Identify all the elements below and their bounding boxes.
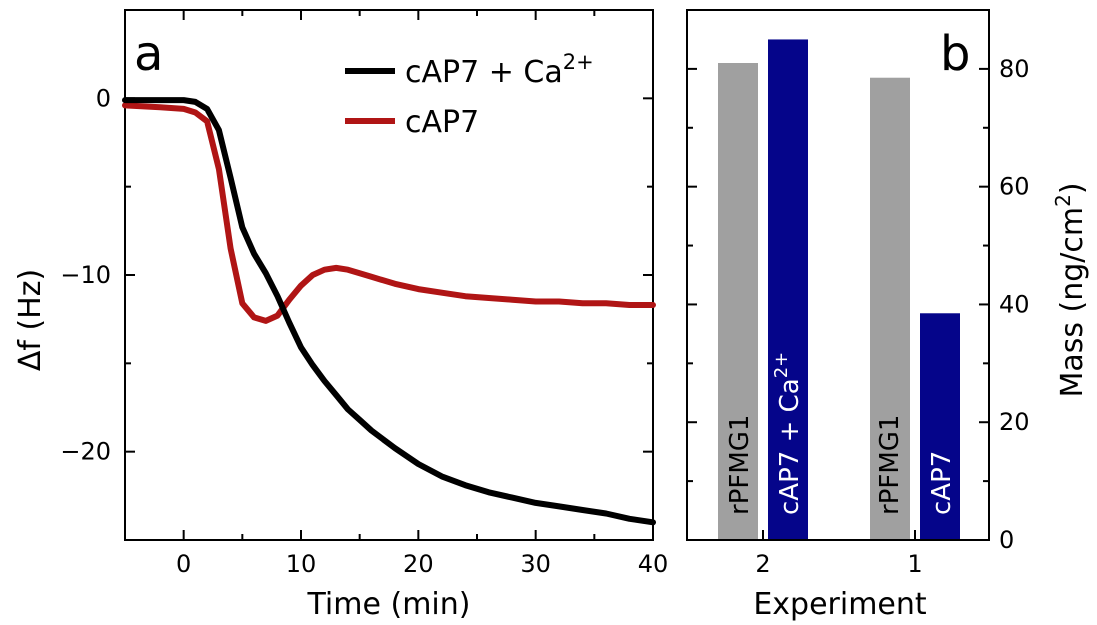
- panel-b-ytick-label: 20: [999, 408, 1030, 436]
- panel-a-ytick-label: −10: [60, 261, 111, 289]
- bar-label-cap7-exp1: cAP7: [927, 451, 957, 515]
- panel-a-legend: cAP7 + Ca2+ cAP7: [345, 50, 594, 140]
- panel-a-series-lines: [122, 97, 656, 526]
- panel-b-ylabel-end: ): [1055, 182, 1090, 194]
- panel-b-bar-chart: 0 20 40 60 80 2 1 b rPFMG1 cAP7 + Ca2+ rPFMG1 …: [686, 9, 1090, 622]
- bar-label-cap7-ca-sup: 2+: [771, 352, 792, 379]
- legend-label-cap7-ca: cAP7 + Ca2+: [405, 50, 594, 90]
- series-line-cap7-ca: [122, 97, 656, 526]
- panel-a-xtick-label: 10: [286, 550, 317, 578]
- panel-b-ytick-label: 0: [999, 526, 1014, 554]
- panel-a-ytick-label: 0: [96, 84, 111, 112]
- bar-label-cap7-ca-exp2: cAP7 + Ca2+: [771, 352, 805, 515]
- panel-b-ytick-label: 60: [999, 173, 1030, 201]
- panel-a-xtick-label: 20: [403, 550, 434, 578]
- bar-rpfmg1-exp1: [870, 77, 910, 540]
- legend-label-cap7: cAP7: [405, 105, 479, 140]
- panel-b-ylabel: Mass (ng/cm2): [1051, 182, 1090, 397]
- panel-b-ytick-label: 80: [999, 55, 1030, 83]
- panel-b-xlabel: Experiment: [753, 587, 927, 622]
- panel-b-bars: [718, 39, 960, 540]
- legend-label-cap7-ca-sup: 2+: [563, 50, 594, 74]
- bar-rpfmg1-exp2: [718, 63, 758, 540]
- panel-a-ylabel: Δf (Hz): [13, 269, 48, 371]
- bar-label-rpfmg1-exp2: rPFMG1: [725, 415, 755, 515]
- panel-b-ylabel-sup: 2: [1051, 194, 1075, 207]
- panel-b-ylabel-main: Mass (ng/cm: [1055, 207, 1090, 398]
- panel-b-ytick-label: 40: [999, 290, 1030, 318]
- bar-label-rpfmg1-exp1: rPFMG1: [875, 415, 905, 515]
- panel-a-xtick-label: 40: [638, 550, 669, 578]
- bar-cap7-exp1: [920, 313, 960, 540]
- panel-a-xtick-label: 30: [520, 550, 551, 578]
- panel-a-ticks: 0 10 20 30 40 0 −10 −20: [60, 9, 669, 578]
- panel-a-xlabel: Time (min): [307, 587, 471, 622]
- panel-b-plot-frame: [686, 9, 990, 541]
- panel-a-line-chart: 0 10 20 30 40 0 −10 −20 a cAP7 + Ca2+ cAP7 Time…: [13, 9, 669, 622]
- panel-a-letter: a: [134, 26, 163, 82]
- panel-b-letter: b: [940, 26, 970, 82]
- legend-label-cap7-ca-main: cAP7 + Ca: [405, 55, 563, 90]
- bar-label-cap7-ca-main: cAP7 + Ca: [775, 378, 805, 515]
- panel-b-bar-labels: rPFMG1 cAP7 + Ca2+ rPFMG1 cAP7: [725, 352, 957, 515]
- panel-a-ytick-label: −20: [60, 438, 111, 466]
- panel-a-xtick-label: 0: [176, 550, 191, 578]
- panel-a-plot-frame: [124, 9, 654, 541]
- bar-cap7-ca-exp2: [768, 39, 808, 540]
- panel-b-ticks: 0 20 40 60 80 2 1: [687, 55, 1030, 578]
- panel-b-xtick-label: 1: [907, 550, 922, 578]
- series-line-cap7: [122, 102, 656, 324]
- panel-b-xtick-label: 2: [755, 550, 770, 578]
